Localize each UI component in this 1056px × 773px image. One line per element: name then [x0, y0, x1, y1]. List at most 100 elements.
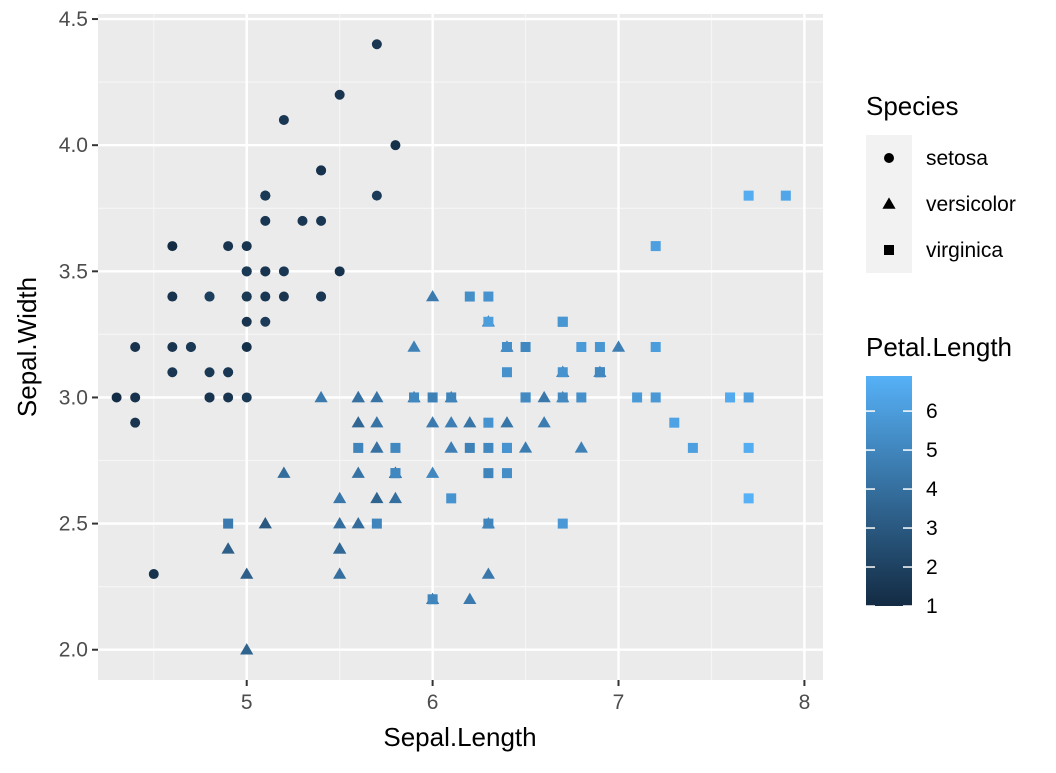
versicolor-point	[351, 516, 365, 529]
versicolor-point	[444, 416, 458, 428]
versicolor-point	[463, 416, 477, 428]
versicolor-point	[370, 491, 384, 504]
colorbar-tick-label: 1	[926, 595, 938, 618]
versicolor-point	[221, 542, 235, 554]
virginica-point	[427, 392, 438, 403]
setosa-point	[371, 39, 382, 50]
versicolor-point	[258, 516, 272, 529]
virginica-point	[576, 392, 587, 403]
virginica-point	[780, 190, 791, 201]
setosa-point	[241, 392, 252, 403]
setosa-point	[223, 392, 234, 403]
virginica-point	[743, 392, 754, 403]
petal-length-legend-title: Petal.Length	[866, 332, 1012, 362]
plot-panel	[98, 14, 823, 680]
setosa-point	[241, 291, 252, 302]
setosa-point	[204, 392, 215, 403]
setosa-point	[223, 367, 234, 378]
virginica-point	[483, 468, 494, 479]
versicolor-point	[426, 416, 440, 428]
setosa-point	[167, 291, 178, 302]
virginica-point	[483, 316, 494, 327]
virginica-point	[464, 442, 475, 453]
virginica-point	[594, 342, 605, 352]
versicolor-point	[370, 441, 384, 453]
legend-label-virginica: virginica	[926, 239, 1003, 262]
versicolor-point	[333, 567, 347, 579]
species-legend: Species setosa versicolor virginica	[866, 91, 1016, 273]
versicolor-point	[240, 643, 254, 655]
virginica-point	[501, 342, 512, 352]
virginica-point	[557, 367, 568, 378]
virginica-point	[390, 468, 401, 479]
setosa-point	[260, 291, 271, 302]
virginica-point	[501, 468, 512, 479]
virginica-point	[650, 241, 661, 252]
x-axis: 5 6 7 8	[241, 680, 810, 714]
setosa-point	[260, 215, 271, 226]
data-points	[111, 39, 791, 655]
setosa-point	[316, 291, 327, 302]
virginica-point	[483, 442, 494, 453]
virginica-point	[446, 392, 457, 403]
virginica-point	[409, 392, 420, 403]
setosa-point	[334, 89, 345, 100]
setosa-point	[223, 241, 234, 252]
petal-length-legend: Petal.Length 1 2 3 4 5 6	[866, 332, 1012, 618]
versicolor-point	[481, 567, 495, 579]
versicolor-point	[611, 340, 626, 352]
versicolor-point	[314, 390, 328, 403]
legend-key-versicolor	[882, 197, 896, 209]
versicolor-point	[537, 390, 551, 403]
grid-major	[98, 14, 823, 680]
y-tick-label: 4.0	[59, 134, 88, 157]
y-tick-label: 2.0	[59, 639, 88, 662]
virginica-point	[743, 493, 754, 504]
setosa-point	[148, 569, 159, 580]
setosa-point	[297, 215, 308, 226]
y-tick-label: 3.5	[59, 260, 88, 283]
virginica-point	[501, 442, 512, 453]
virginica-point	[353, 442, 364, 453]
setosa-point	[278, 114, 289, 125]
setosa-point	[316, 215, 327, 226]
versicolor-point	[500, 416, 514, 428]
virginica-point	[427, 594, 438, 605]
colorbar-tick-label: 6	[926, 400, 938, 423]
x-tick-label: 5	[241, 691, 253, 714]
setosa-point	[241, 266, 252, 277]
versicolor-point	[388, 491, 403, 504]
setosa-point	[241, 241, 252, 252]
virginica-point	[725, 392, 736, 403]
virginica-point	[650, 392, 661, 403]
setosa-point	[260, 266, 271, 277]
versicolor-point	[426, 289, 440, 302]
y-tick-label: 4.5	[59, 8, 88, 31]
versicolor-point	[407, 340, 421, 352]
versicolor-point	[444, 441, 458, 453]
legend-key-setosa	[884, 153, 894, 163]
virginica-point	[594, 367, 605, 378]
setosa-point	[278, 266, 289, 277]
colorbar-tick-label: 4	[926, 478, 938, 501]
virginica-point	[483, 417, 494, 428]
versicolor-point	[277, 466, 291, 478]
virginica-point	[743, 190, 754, 201]
setosa-point	[111, 392, 122, 403]
versicolor-point	[370, 390, 384, 403]
virginica-point	[520, 342, 531, 352]
setosa-point	[278, 291, 289, 302]
setosa-point	[260, 316, 271, 327]
y-tick-label: 2.5	[59, 513, 88, 536]
virginica-point	[557, 316, 568, 327]
versicolor-point	[574, 441, 588, 453]
virginica-point	[483, 518, 494, 529]
x-tick-label: 8	[799, 691, 811, 714]
virginica-point	[464, 291, 475, 302]
legend-label-setosa: setosa	[926, 147, 988, 170]
setosa-point	[185, 342, 196, 352]
virginica-point	[632, 392, 643, 403]
colorbar-tick-label: 3	[926, 517, 938, 540]
virginica-point	[371, 518, 382, 529]
